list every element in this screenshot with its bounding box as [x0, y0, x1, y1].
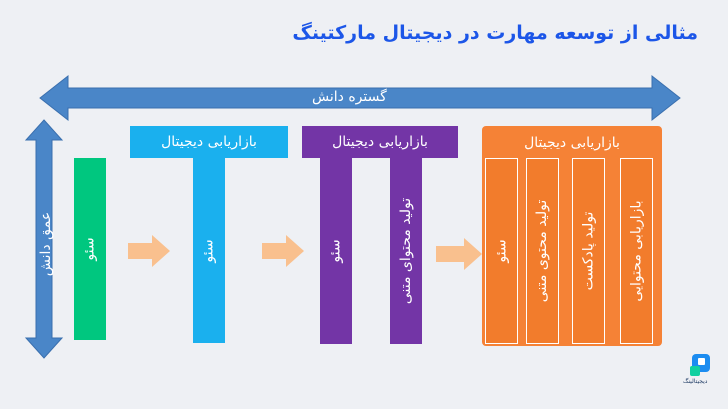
stage3-bar-content: تولید محتوای متنی [390, 158, 422, 344]
horizontal-axis-label: گستره دانش [312, 89, 387, 105]
vertical-axis-label: عمق دانش [38, 211, 55, 277]
stage2-bar-seo: سئو [193, 158, 225, 343]
vertical-axis-arrow [24, 119, 64, 359]
stage2-header: بازاریابی دیجیتال [130, 126, 288, 158]
stage3-bar-seo: سئو [320, 158, 352, 344]
bar-label: سئو [328, 239, 344, 263]
bar-label: تولید محتوی متنی [534, 199, 551, 303]
brand-logo-icon [690, 354, 710, 376]
stage4-bar-podcast: تولید پادکست [572, 158, 605, 344]
bar-label: تولید محتوای متنی [398, 197, 415, 305]
connector-arrow-3 [436, 238, 482, 270]
stage3-header: بازاریابی دیجیتال [302, 126, 458, 158]
bar-label: بازاریابی محتوایی [628, 200, 645, 302]
brand-logo-text: دیجیتالینگ [683, 378, 708, 385]
bar-label: سئو [201, 238, 217, 263]
stage4-bar-content-marketing: بازاریابی محتوایی [620, 158, 653, 344]
bar-label: تولید پادکست [580, 211, 597, 291]
stage4-bar-text-content: تولید محتوی متنی [526, 158, 559, 344]
page-title: مثالی از توسعه مهارت در دیجیتال مارکتینگ [292, 22, 698, 44]
connector-arrow-2 [262, 235, 304, 267]
bar-label: سئو [493, 239, 510, 263]
bar-label: سئو [82, 237, 98, 261]
stage4-bar-seo: سئو [485, 158, 518, 344]
stage1-bar-seo: سئو [74, 158, 106, 340]
horizontal-axis-arrow [39, 74, 681, 122]
stage4-header: بازاریابی دیجیتال [524, 135, 620, 151]
connector-arrow-1 [128, 235, 170, 267]
